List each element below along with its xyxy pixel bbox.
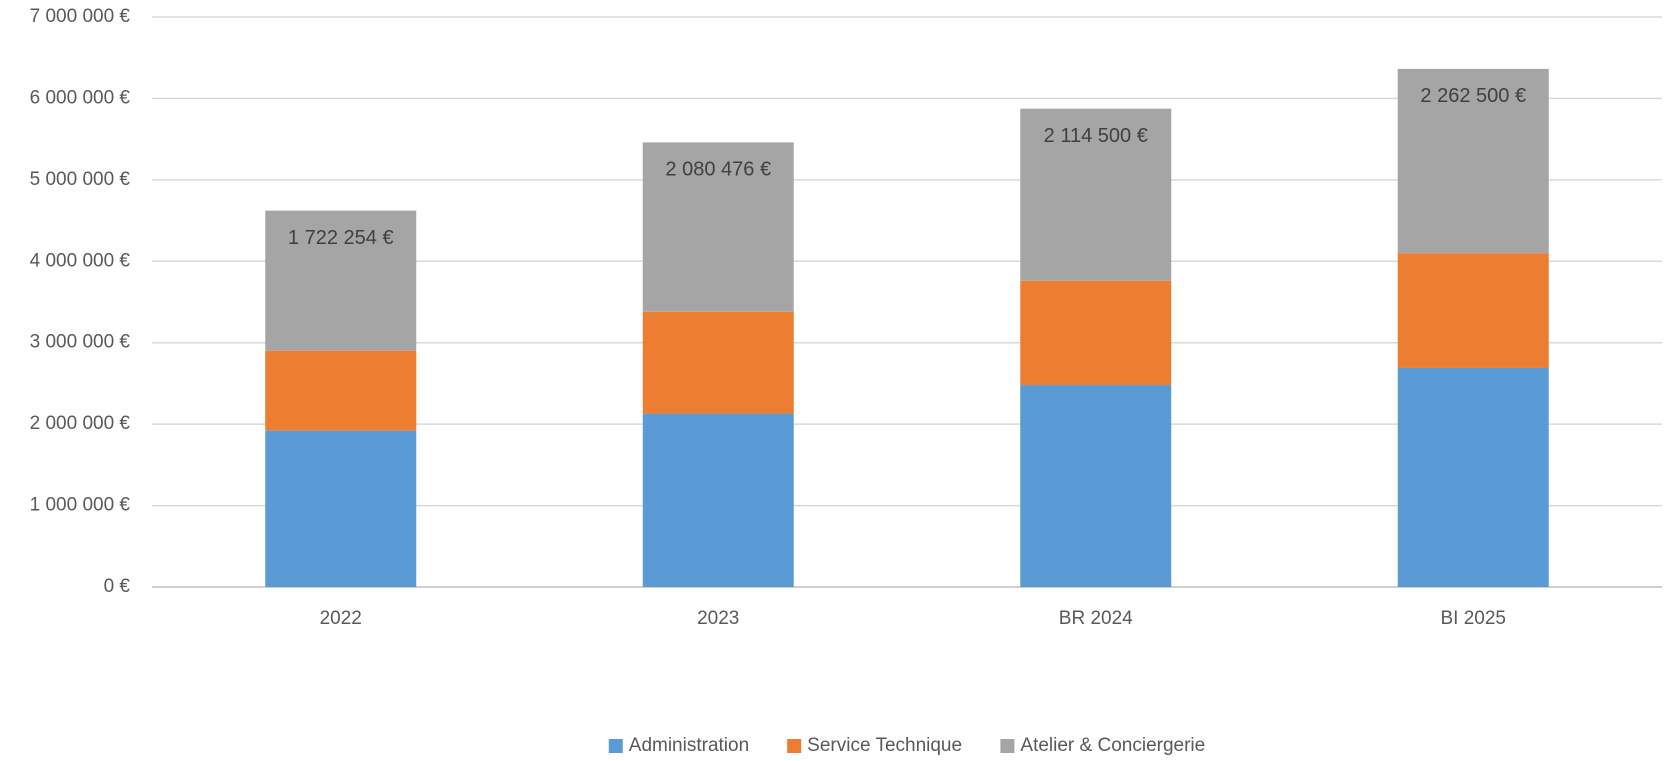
y-tick-label: 1 000 000 € bbox=[30, 495, 131, 516]
legend-swatch bbox=[608, 739, 623, 753]
legend-label: Service Technique bbox=[807, 735, 962, 756]
legend-swatch bbox=[1000, 739, 1015, 753]
y-tick-label: 0 € bbox=[104, 576, 131, 597]
data-label: 2 262 500 € bbox=[1420, 85, 1526, 107]
data-label: 2 114 500 € bbox=[1044, 125, 1148, 147]
y-tick-label: 2 000 000 € bbox=[30, 413, 131, 434]
y-tick-label: 7 000 000 € bbox=[30, 6, 131, 27]
x-tick-label: 2023 bbox=[697, 608, 739, 629]
bar-segment bbox=[265, 210, 417, 351]
bar-segment bbox=[265, 430, 417, 587]
legend-label: Administration bbox=[629, 735, 749, 756]
bar-segment bbox=[265, 350, 417, 431]
bar-segment bbox=[1020, 108, 1172, 281]
legend-swatch bbox=[787, 739, 802, 753]
y-tick-label: 6 000 000 € bbox=[30, 87, 131, 108]
bar-segment bbox=[642, 142, 794, 312]
bar-segment bbox=[1397, 68, 1549, 254]
bar-segment bbox=[642, 311, 794, 414]
x-tick-label: BI 2025 bbox=[1441, 608, 1507, 629]
bar-segment bbox=[1397, 367, 1549, 587]
x-tick-label: 2022 bbox=[320, 608, 362, 629]
data-label: 1 722 254 € bbox=[288, 227, 394, 249]
bar-segment bbox=[1397, 253, 1549, 368]
y-tick-label: 4 000 000 € bbox=[30, 250, 131, 271]
x-tick-label: BR 2024 bbox=[1059, 608, 1133, 629]
data-label: 2 080 476 € bbox=[665, 159, 771, 181]
legend-label: Atelier & Conciergerie bbox=[1020, 735, 1205, 756]
bar-segment bbox=[1020, 385, 1172, 587]
y-tick-label: 5 000 000 € bbox=[30, 169, 131, 190]
y-tick-label: 3 000 000 € bbox=[30, 332, 131, 353]
bar-segment bbox=[1020, 280, 1172, 386]
bar-segment bbox=[642, 413, 794, 587]
